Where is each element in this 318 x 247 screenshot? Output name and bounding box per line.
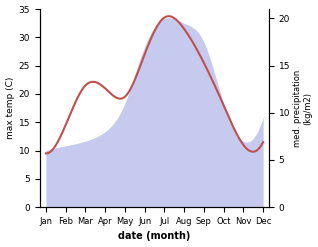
Y-axis label: med. precipitation
(kg/m2): med. precipitation (kg/m2)	[293, 69, 313, 147]
X-axis label: date (month): date (month)	[118, 231, 191, 242]
Y-axis label: max temp (C): max temp (C)	[5, 77, 15, 139]
